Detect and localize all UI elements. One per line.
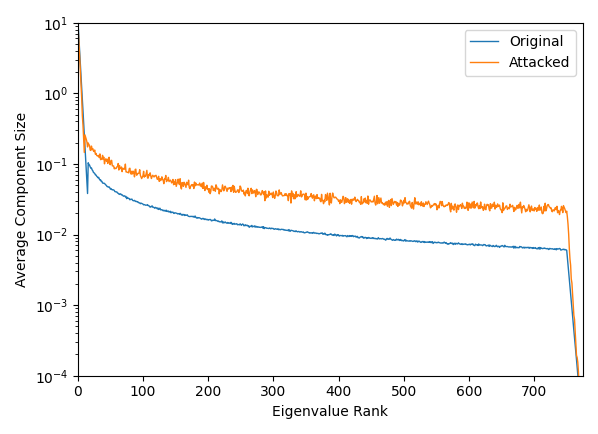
Original xyxy=(502,244,509,249)
Attacked xyxy=(399,201,407,207)
Attacked xyxy=(355,198,362,203)
Original xyxy=(75,27,82,32)
Line: Attacked: Attacked xyxy=(78,33,583,434)
Attacked xyxy=(90,148,97,154)
Original xyxy=(579,431,587,434)
Attacked xyxy=(365,198,373,203)
Original xyxy=(399,238,407,243)
Attacked xyxy=(184,182,191,187)
Y-axis label: Average Component Size: Average Component Size xyxy=(15,112,29,287)
Line: Original: Original xyxy=(78,30,583,433)
X-axis label: Eigenvalue Rank: Eigenvalue Rank xyxy=(272,405,388,419)
Attacked xyxy=(75,31,82,36)
Original xyxy=(365,235,373,240)
Original xyxy=(355,235,362,240)
Original xyxy=(184,214,191,219)
Original xyxy=(90,170,97,175)
Legend: Original, Attacked: Original, Attacked xyxy=(465,30,576,76)
Attacked xyxy=(502,204,509,210)
